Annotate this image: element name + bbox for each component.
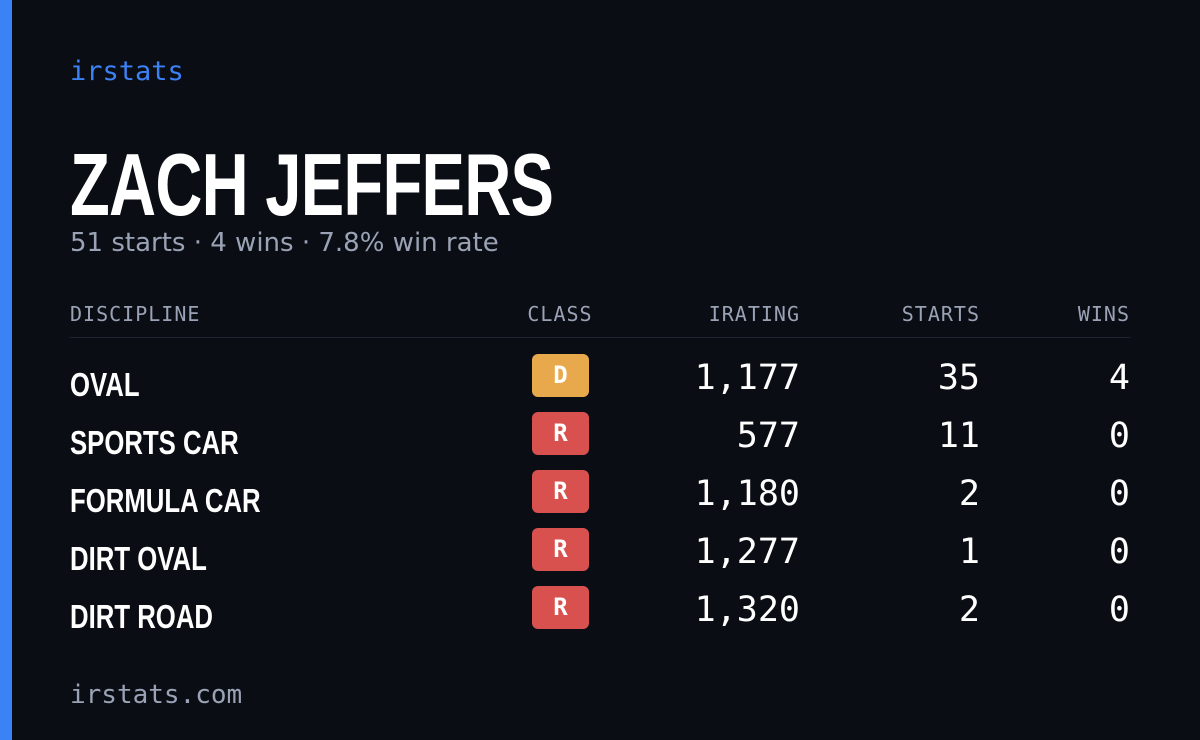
column-header: IRATING — [708, 302, 800, 326]
starts: 35 — [937, 358, 980, 398]
irating: 1,180 — [694, 474, 800, 514]
irating: 1,177 — [694, 358, 800, 398]
class-badge: R — [532, 528, 589, 571]
wins: 0 — [1108, 416, 1130, 456]
driver-name: ZACH JEFFERS — [70, 135, 554, 234]
driver-summary: 51 starts · 4 wins · 7.8% win rate — [70, 228, 499, 258]
class-badge: D — [532, 354, 589, 397]
column-header: WINS — [1077, 302, 1130, 326]
starts: 1 — [958, 532, 980, 572]
discipline: DIRT ROAD — [70, 598, 213, 635]
column-header: STARTS — [901, 302, 980, 326]
column-header: DISCIPLINE — [70, 302, 201, 326]
class-badge: R — [532, 412, 589, 455]
class-badge: R — [532, 470, 589, 513]
header-separator — [70, 337, 1130, 338]
accent-bar — [0, 0, 12, 740]
class-badge: R — [532, 586, 589, 629]
starts: 11 — [937, 416, 980, 456]
discipline: OVAL — [70, 366, 140, 403]
footer-url: irstats.com — [70, 680, 243, 710]
brand: irstats — [70, 56, 184, 87]
irating: 1,277 — [694, 532, 800, 572]
discipline: SPORTS CAR — [70, 424, 239, 461]
wins: 0 — [1108, 590, 1130, 630]
irating: 577 — [736, 416, 800, 456]
irating: 1,320 — [694, 590, 800, 630]
wins: 0 — [1108, 474, 1130, 514]
wins: 0 — [1108, 532, 1130, 572]
column-header: CLASS — [527, 302, 593, 326]
starts: 2 — [958, 474, 980, 514]
starts: 2 — [958, 590, 980, 630]
wins: 4 — [1108, 358, 1130, 398]
discipline: FORMULA CAR — [70, 482, 261, 519]
discipline: DIRT OVAL — [70, 540, 207, 577]
